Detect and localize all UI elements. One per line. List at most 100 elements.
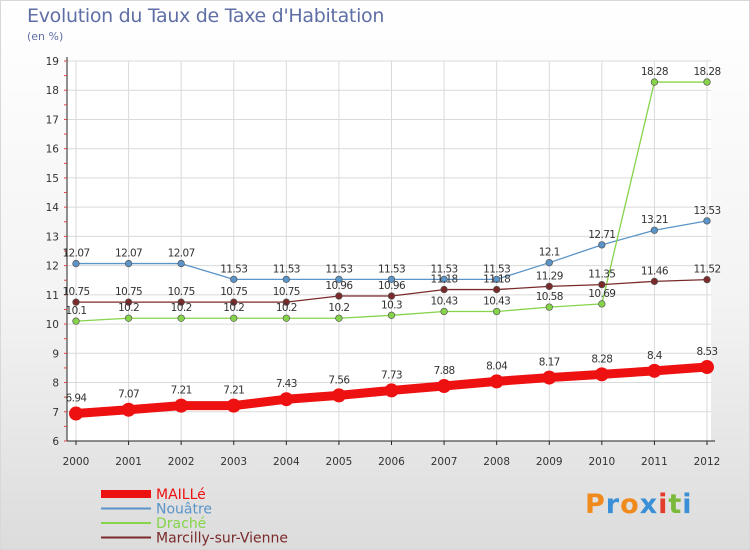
data-label: 7.21 [223,385,244,397]
data-label: 12.07 [62,248,89,260]
data-point [700,360,714,375]
logo-letter: P [585,489,606,520]
data-label: 11.18 [431,274,458,286]
data-label: 10.96 [325,280,353,292]
chart-subtitle: (en %) [27,30,64,43]
x-tick-label: 2007 [431,456,458,468]
data-point [437,379,452,394]
logo-letter: i [658,489,669,520]
data-point [598,280,606,289]
data-label: 7.07 [118,389,139,401]
x-tick-label: 2006 [378,456,405,468]
data-point [703,78,711,86]
data-label: 11.53 [273,263,300,275]
data-label: 11.46 [641,265,669,277]
data-point [387,292,396,300]
data-point [335,314,343,322]
data-point [493,275,501,284]
data-point [177,298,185,306]
data-point [335,292,343,300]
data-point [226,398,241,413]
data-point [124,259,133,268]
data-label: 18.28 [693,66,720,78]
data-point [279,392,294,407]
data-label: 10.75 [168,286,195,298]
data-point [387,311,396,319]
data-label: 11.53 [431,263,458,275]
data-point [650,277,659,286]
data-point [650,226,659,234]
data-label: 11.53 [220,263,247,275]
data-label: 7.88 [434,365,455,377]
data-point [282,314,290,322]
data-point [384,383,399,398]
logo-letter: x [639,489,659,520]
data-label: 10.2 [328,302,349,314]
data-point [545,259,553,267]
y-tick-label: 14 [46,202,60,214]
data-point [230,314,238,322]
data-label: 10.69 [588,288,615,300]
data-label: 10.75 [62,286,89,298]
data-point [594,367,609,382]
data-label: 12.07 [115,248,142,260]
data-point [545,303,553,311]
logo-letter: o [620,489,640,520]
data-label: 10.75 [273,286,300,298]
data-point [335,275,343,284]
x-tick-label: 2012 [694,456,721,468]
y-tick-label: 11 [46,290,59,302]
data-label: 10.75 [115,286,142,298]
legend-label: Nouâtre [156,502,212,518]
data-point [174,398,189,413]
logo-letter: r [605,489,621,520]
data-point [177,259,185,268]
data-label: 7.43 [276,378,297,390]
data-point [440,285,448,294]
x-tick-label: 2002 [168,456,195,468]
y-tick-label: 8 [52,378,59,390]
legend-label: MAILLé [156,487,206,503]
x-tick-label: 2010 [588,456,615,468]
chart-title: Evolution du Taux de Taxe d'Habitation [27,5,385,27]
data-label: 10.75 [220,286,247,298]
y-tick-label: 6 [52,436,59,448]
y-tick-label: 15 [46,173,59,185]
logo-letter: t [668,489,683,520]
data-label: 11.53 [483,263,510,275]
y-tick-label: 7 [52,407,59,419]
y-tick-label: 12 [46,261,59,273]
legend-label: Marcilly-sur-Vienne [156,531,288,547]
data-label: 8.53 [697,346,718,358]
data-label: 10.2 [118,302,139,314]
data-label: 11.53 [325,263,352,275]
data-point [542,370,557,385]
data-point [177,314,185,322]
data-point [72,317,80,325]
data-point [650,78,659,86]
data-label: 11.29 [536,270,563,282]
data-label: 10.2 [223,302,244,314]
x-tick-label: 2000 [63,456,90,468]
data-point [331,388,346,403]
y-tick-label: 16 [46,144,60,156]
x-tick-label: 2011 [641,456,668,468]
data-point [440,275,448,284]
data-label: 10.2 [276,302,297,314]
data-label: 7.73 [381,369,402,381]
data-label: 10.43 [431,296,458,308]
x-tick-label: 2008 [483,456,510,468]
data-label: 11.52 [693,264,720,276]
y-tick-label: 13 [46,231,59,243]
data-point [282,275,290,284]
data-point [703,275,711,284]
data-label: 10.58 [536,291,563,303]
y-tick-label: 17 [46,114,59,126]
data-point [493,307,501,316]
data-point [124,298,133,306]
data-point [703,217,711,225]
data-label: 8.04 [486,360,508,372]
y-tick-label: 9 [52,348,59,360]
y-tick-label: 19 [46,56,59,68]
